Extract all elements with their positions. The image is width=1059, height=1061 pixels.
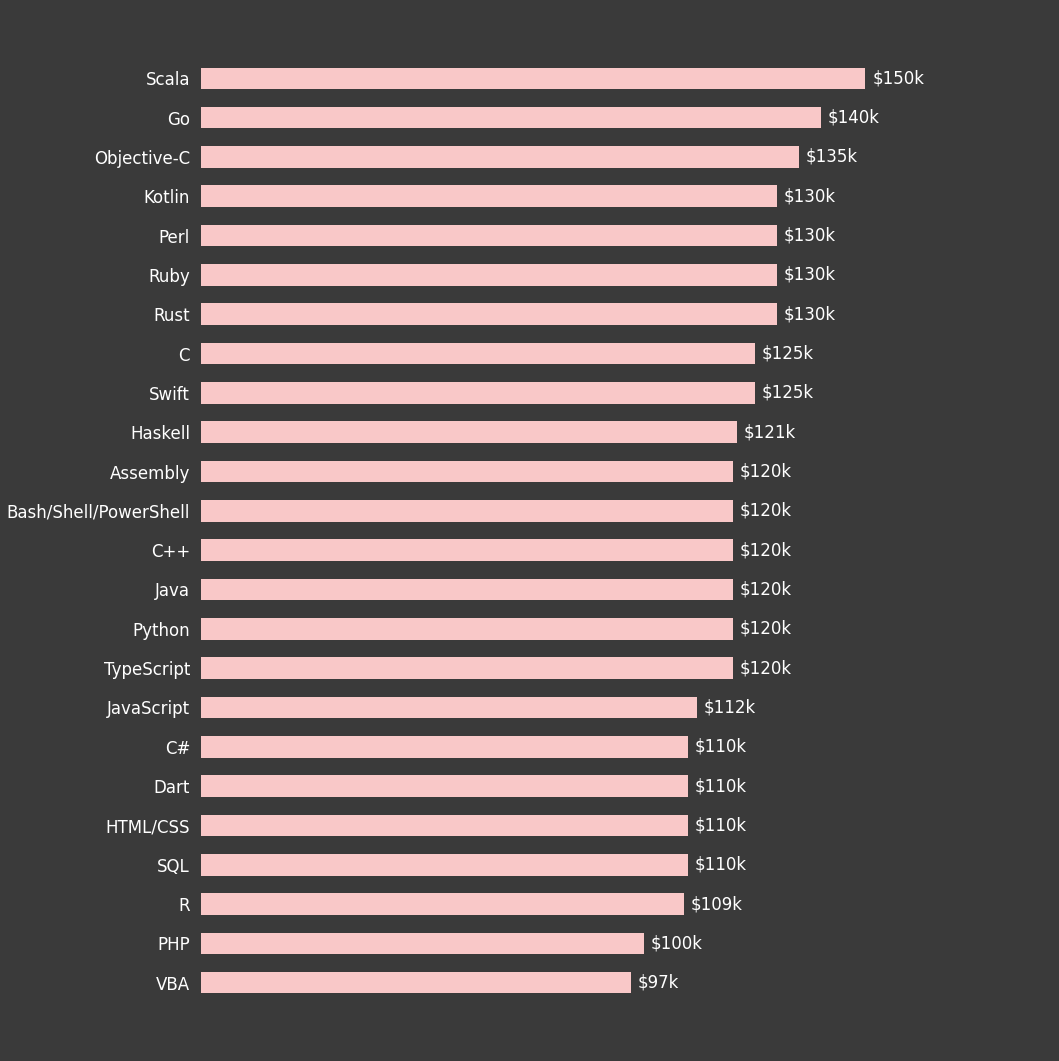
Text: $110k: $110k	[695, 856, 747, 873]
Bar	[201, 264, 777, 285]
Text: $120k: $120k	[739, 620, 791, 638]
Bar	[201, 658, 733, 679]
Bar	[201, 186, 777, 207]
Text: $130k: $130k	[784, 227, 836, 245]
Text: $150k: $150k	[873, 69, 925, 87]
Text: $120k: $120k	[739, 541, 791, 559]
Bar	[201, 107, 821, 128]
Bar	[201, 146, 800, 168]
Text: $140k: $140k	[828, 108, 880, 126]
Text: $125k: $125k	[761, 345, 813, 363]
Text: $110k: $110k	[695, 777, 747, 795]
Text: $120k: $120k	[739, 659, 791, 677]
Text: $109k: $109k	[690, 895, 742, 914]
Text: $110k: $110k	[695, 816, 747, 834]
Text: $120k: $120k	[739, 463, 791, 481]
Bar	[201, 776, 688, 797]
Bar	[201, 382, 755, 403]
Bar	[201, 578, 733, 601]
Bar	[201, 68, 865, 89]
Bar	[201, 618, 733, 640]
Bar	[201, 815, 688, 836]
Bar	[201, 303, 777, 325]
Text: $125k: $125k	[761, 384, 813, 402]
Text: $112k: $112k	[704, 698, 756, 716]
Bar	[201, 933, 644, 954]
Text: $97k: $97k	[638, 974, 679, 992]
Text: $135k: $135k	[806, 147, 858, 166]
Bar	[201, 225, 777, 246]
Text: $100k: $100k	[650, 935, 703, 953]
Bar	[201, 697, 697, 718]
Bar	[201, 460, 733, 483]
Bar	[201, 972, 631, 993]
Text: $120k: $120k	[739, 502, 791, 520]
Bar	[201, 854, 688, 875]
Text: $110k: $110k	[695, 737, 747, 755]
Bar	[201, 343, 755, 364]
Bar	[201, 736, 688, 758]
Bar	[201, 893, 684, 915]
Text: $121k: $121k	[743, 423, 796, 441]
Text: $130k: $130k	[784, 306, 836, 324]
Bar	[201, 421, 737, 443]
Bar	[201, 500, 733, 522]
Text: $120k: $120k	[739, 580, 791, 598]
Bar	[201, 539, 733, 561]
Text: $130k: $130k	[784, 188, 836, 205]
Text: $130k: $130k	[784, 266, 836, 284]
